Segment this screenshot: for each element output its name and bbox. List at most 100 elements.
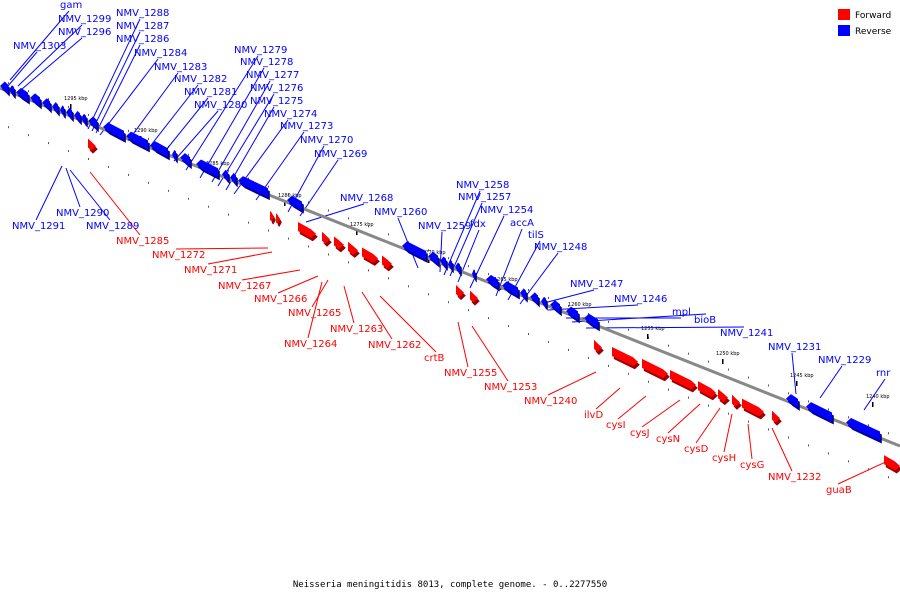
gene-label-nmv-1260[interactable]: NMV_1260 xyxy=(374,207,427,218)
gene-label-nmv-1280[interactable]: NMV_1280 xyxy=(194,100,247,111)
gene-label-nmv-1232[interactable]: NMV_1232 xyxy=(768,472,821,483)
reverse-33-gene[interactable] xyxy=(566,306,578,321)
forward-5-gene[interactable] xyxy=(334,236,344,250)
forward-4-gene[interactable] xyxy=(322,231,330,244)
reverse-31-gene[interactable] xyxy=(541,296,546,308)
reverse-10-gene[interactable] xyxy=(88,116,97,130)
reverse-13-gene[interactable] xyxy=(150,141,168,158)
gene-label-cysj[interactable]: cysJ xyxy=(630,428,650,439)
reverse-4-gene[interactable] xyxy=(42,98,50,111)
reverse-18-gene[interactable] xyxy=(230,172,236,185)
gene-label-nmv-1255[interactable]: NMV_1255 xyxy=(444,368,497,379)
gene-label-nmv-1291[interactable]: NMV_1291 xyxy=(12,221,65,232)
reverse-6-gene[interactable] xyxy=(60,105,64,116)
reverse-7-gene[interactable] xyxy=(66,107,72,120)
reverse-37-gene[interactable] xyxy=(846,418,880,441)
gene-label-cysh[interactable]: cysH xyxy=(712,453,736,464)
forward-6-gene[interactable] xyxy=(348,241,358,255)
forward-20-gene[interactable] xyxy=(884,455,900,471)
gene-label-cysg[interactable]: cysG xyxy=(740,460,764,471)
gene-label-nmv-1279[interactable]: NMV_1279 xyxy=(234,45,287,56)
reverse-27-gene[interactable] xyxy=(486,274,498,289)
forward-3-gene[interactable] xyxy=(298,222,316,239)
gene-label-nmv-1270[interactable]: NMV_1270 xyxy=(300,135,353,146)
gene-label-nmv-1269[interactable]: NMV_1269 xyxy=(314,149,367,160)
gene-label-nmv-1277[interactable]: NMV_1277 xyxy=(246,70,299,81)
gene-label-nmv-1303[interactable]: NMV_1303 xyxy=(13,41,66,52)
reverse-17-gene[interactable] xyxy=(222,169,228,182)
reverse-12-gene[interactable] xyxy=(126,131,148,150)
gene-label-biob[interactable]: bioB xyxy=(694,315,716,326)
gene-label-nmv-1247[interactable]: NMV_1247 xyxy=(570,279,623,290)
gene-label-nmv-1264[interactable]: NMV_1264 xyxy=(284,339,337,350)
forward-14-gene[interactable] xyxy=(670,370,696,390)
gene-label-nmv-1257[interactable]: NMV_1257 xyxy=(458,192,511,203)
gene-label-gam[interactable]: gam xyxy=(60,0,82,11)
forward-7-gene[interactable] xyxy=(362,247,378,263)
reverse-0-gene[interactable] xyxy=(0,81,8,94)
gene-label-nmv-1273[interactable]: NMV_1273 xyxy=(280,121,333,132)
forward-1-gene[interactable] xyxy=(270,210,274,222)
gene-label-nmv-1231[interactable]: NMV_1231 xyxy=(768,342,821,353)
gene-label-nmv-1241[interactable]: NMV_1241 xyxy=(720,328,773,339)
reverse-25-gene[interactable] xyxy=(455,262,460,274)
gene-label-nmv-1248[interactable]: NMV_1248 xyxy=(534,242,587,253)
forward-15-gene[interactable] xyxy=(698,381,716,398)
reverse-34-gene[interactable] xyxy=(584,313,598,329)
gene-label-nmv-1276[interactable]: NMV_1276 xyxy=(250,83,303,94)
reverse-36-gene[interactable] xyxy=(806,402,832,422)
gene-label-nmv-1267[interactable]: NMV_1267 xyxy=(218,281,271,292)
reverse-19-gene[interactable] xyxy=(238,176,268,198)
gene-label-crtb[interactable]: crtB xyxy=(424,353,445,364)
forward-10-gene[interactable] xyxy=(470,290,478,303)
reverse-1-gene[interactable] xyxy=(9,85,14,97)
reverse-35-gene[interactable] xyxy=(786,394,798,408)
gene-label-nmv-1283[interactable]: NMV_1283 xyxy=(154,62,207,73)
gene-label-nmv-1266[interactable]: NMV_1266 xyxy=(254,294,307,305)
reverse-5-gene[interactable] xyxy=(52,102,58,114)
reverse-3-gene[interactable] xyxy=(30,93,40,107)
gene-label-nmv-1286[interactable]: NMV_1286 xyxy=(116,34,169,45)
forward-16-gene[interactable] xyxy=(718,389,728,403)
gene-label-nmv-1246[interactable]: NMV_1246 xyxy=(614,294,667,305)
gene-label-nmv-1288[interactable]: NMV_1288 xyxy=(116,8,169,19)
gene-label-nmv-1268[interactable]: NMV_1268 xyxy=(340,193,393,204)
gene-label-nmv-1265[interactable]: NMV_1265 xyxy=(288,308,341,319)
reverse-15-gene[interactable] xyxy=(180,153,190,167)
gene-label-nmv-1229[interactable]: NMV_1229 xyxy=(818,355,871,366)
gene-label-nmv-1253[interactable]: NMV_1253 xyxy=(484,382,537,393)
gene-label-nmv-1272[interactable]: NMV_1272 xyxy=(152,250,205,261)
forward-8-gene[interactable] xyxy=(382,255,392,269)
forward-18-gene[interactable] xyxy=(742,398,764,417)
gene-label-nmv-1282[interactable]: NMV_1282 xyxy=(174,74,227,85)
gene-label-nmv-1285[interactable]: NMV_1285 xyxy=(116,236,169,247)
reverse-30-gene[interactable] xyxy=(530,292,538,305)
gene-label-nmv-1259[interactable]: NMV_1259 xyxy=(418,221,471,232)
reverse-23-gene[interactable] xyxy=(440,256,446,268)
reverse-32-gene[interactable] xyxy=(550,300,560,314)
reverse-28-gene[interactable] xyxy=(502,281,518,297)
reverse-2-gene[interactable] xyxy=(16,87,28,102)
gene-label-guab[interactable]: guaB xyxy=(826,485,852,496)
reverse-20-gene[interactable] xyxy=(287,195,302,211)
reverse-21-gene[interactable] xyxy=(402,241,426,260)
forward-13-gene[interactable] xyxy=(642,358,668,379)
gene-label-mpl[interactable]: mpl xyxy=(672,307,691,318)
gene-label-nmv-1262[interactable]: NMV_1262 xyxy=(368,340,421,351)
gene-label-rnr[interactable]: rnr xyxy=(876,368,891,379)
gene-label-nmv-1258[interactable]: NMV_1258 xyxy=(456,180,509,191)
reverse-26-gene[interactable] xyxy=(472,269,475,280)
reverse-8-gene[interactable] xyxy=(74,110,80,123)
gene-label-cysi[interactable]: cysI xyxy=(606,420,626,431)
gene-label-nmv-1287[interactable]: NMV_1287 xyxy=(116,21,169,32)
gene-label-nmv-1263[interactable]: NMV_1263 xyxy=(330,324,383,335)
gene-label-nmv-1284[interactable]: NMV_1284 xyxy=(134,48,187,59)
gene-label-nmv-1290[interactable]: NMV_1290 xyxy=(56,208,109,219)
gene-label-nmv-1271[interactable]: NMV_1271 xyxy=(184,265,237,276)
gene-label-tils[interactable]: tilS xyxy=(528,230,544,241)
gene-label-nmv-1240[interactable]: NMV_1240 xyxy=(524,396,577,407)
gene-label-cysn[interactable]: cysN xyxy=(656,434,680,445)
reverse-14-gene[interactable] xyxy=(172,149,176,161)
gene-label-nmv-1275[interactable]: NMV_1275 xyxy=(250,96,303,107)
forward-11-gene[interactable] xyxy=(594,339,602,352)
